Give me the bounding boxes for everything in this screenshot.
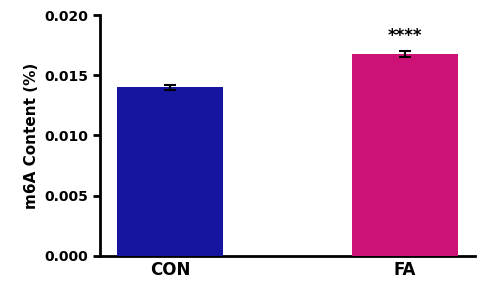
Text: ****: ****	[388, 27, 422, 45]
Bar	[117, 87, 223, 256]
Bar	[352, 54, 458, 256]
Y-axis label: m6A Content (%): m6A Content (%)	[24, 62, 38, 209]
